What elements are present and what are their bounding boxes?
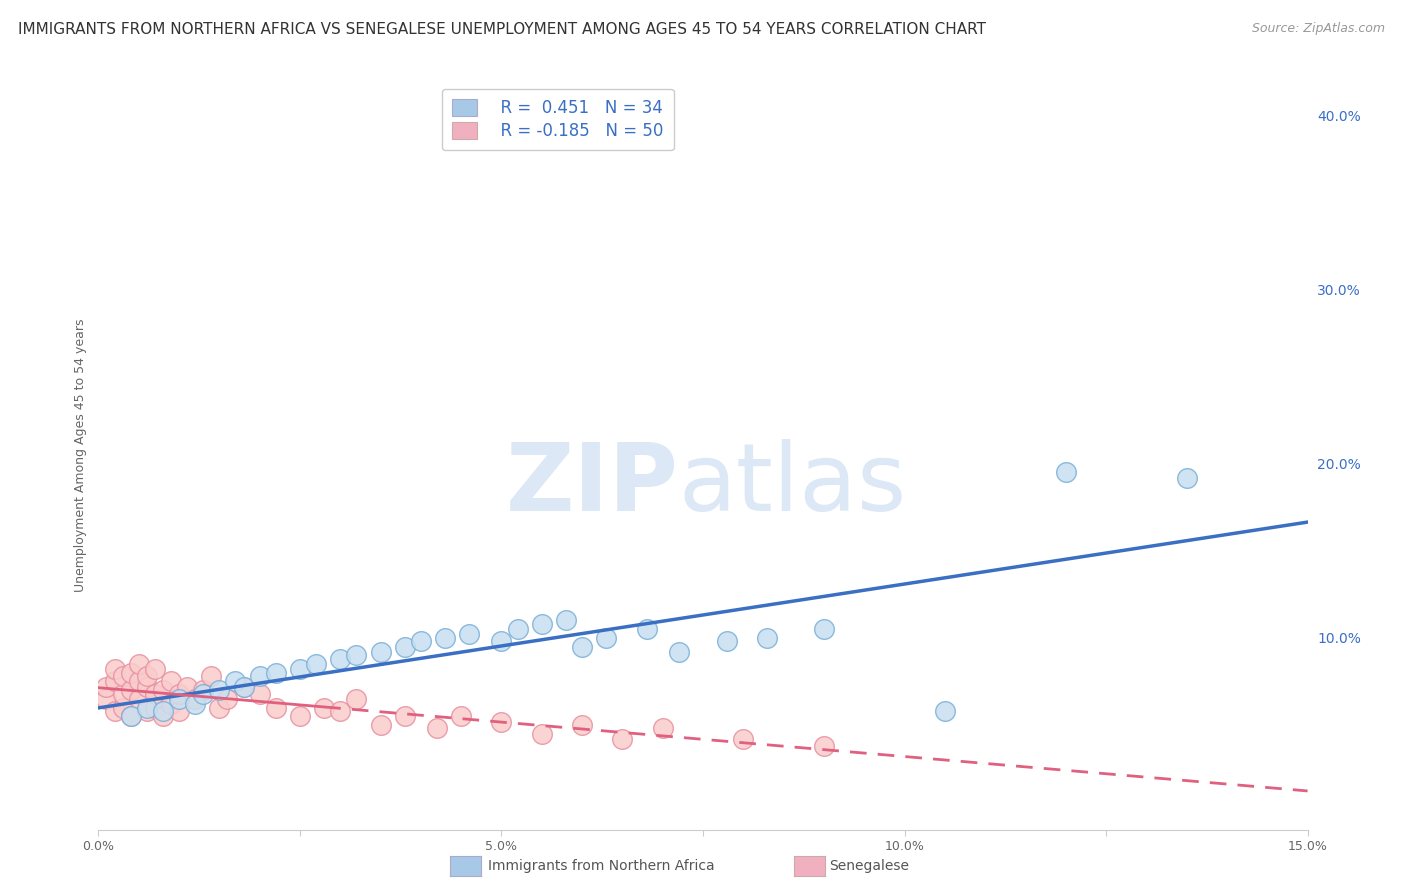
Point bbox=[103, 662, 125, 676]
Point bbox=[426, 722, 449, 736]
Point bbox=[329, 704, 352, 718]
Point bbox=[128, 674, 150, 689]
Point bbox=[167, 704, 190, 718]
Point bbox=[111, 700, 134, 714]
Text: IMMIGRANTS FROM NORTHERN AFRICA VS SENEGALESE UNEMPLOYMENT AMONG AGES 45 TO 54 Y: IMMIGRANTS FROM NORTHERN AFRICA VS SENEG… bbox=[18, 22, 986, 37]
Point bbox=[167, 687, 190, 701]
Point bbox=[756, 631, 779, 645]
Point bbox=[716, 634, 738, 648]
Point bbox=[135, 700, 157, 714]
Point bbox=[232, 680, 254, 694]
Point bbox=[595, 631, 617, 645]
Point bbox=[135, 680, 157, 694]
Point bbox=[120, 665, 142, 680]
Point bbox=[193, 687, 215, 701]
Point bbox=[934, 704, 956, 718]
Text: ZIP: ZIP bbox=[506, 439, 679, 531]
Point bbox=[668, 645, 690, 659]
Text: Immigrants from Northern Africa: Immigrants from Northern Africa bbox=[488, 859, 714, 873]
Text: Senegalese: Senegalese bbox=[830, 859, 910, 873]
Point bbox=[612, 731, 634, 746]
Point bbox=[1054, 466, 1077, 480]
Point bbox=[152, 704, 174, 718]
Point bbox=[555, 614, 578, 628]
Point bbox=[530, 727, 553, 741]
Point bbox=[571, 718, 593, 732]
Point bbox=[249, 687, 271, 701]
Point bbox=[264, 700, 287, 714]
Point bbox=[370, 718, 392, 732]
Point bbox=[200, 669, 222, 683]
Point bbox=[314, 700, 336, 714]
Point bbox=[409, 634, 432, 648]
Point bbox=[344, 648, 367, 663]
Point bbox=[288, 662, 311, 676]
Point bbox=[143, 687, 166, 701]
Point bbox=[571, 640, 593, 654]
Point bbox=[733, 731, 755, 746]
Point bbox=[160, 674, 183, 689]
Point bbox=[135, 669, 157, 683]
Point bbox=[184, 691, 207, 706]
Point bbox=[208, 683, 231, 698]
Point bbox=[143, 662, 166, 676]
Point bbox=[249, 669, 271, 683]
Point bbox=[434, 631, 457, 645]
Point bbox=[120, 709, 142, 723]
Legend:   R =  0.451   N = 34,   R = -0.185   N = 50: R = 0.451 N = 34, R = -0.185 N = 50 bbox=[441, 88, 673, 150]
Point bbox=[120, 683, 142, 698]
Point bbox=[193, 683, 215, 698]
Point bbox=[143, 700, 166, 714]
Point bbox=[96, 680, 118, 694]
Point bbox=[344, 691, 367, 706]
Y-axis label: Unemployment Among Ages 45 to 54 years: Unemployment Among Ages 45 to 54 years bbox=[75, 318, 87, 591]
Point bbox=[217, 691, 239, 706]
Point bbox=[103, 704, 125, 718]
Point bbox=[1175, 470, 1198, 484]
Point bbox=[813, 739, 835, 753]
Point bbox=[167, 691, 190, 706]
Point bbox=[128, 657, 150, 671]
Point bbox=[152, 709, 174, 723]
Text: atlas: atlas bbox=[679, 439, 907, 531]
Point bbox=[152, 683, 174, 698]
Point bbox=[111, 669, 134, 683]
Point bbox=[530, 616, 553, 631]
Point bbox=[394, 640, 416, 654]
Point bbox=[120, 709, 142, 723]
Point bbox=[370, 645, 392, 659]
Point bbox=[135, 704, 157, 718]
Point bbox=[96, 691, 118, 706]
Point bbox=[160, 697, 183, 711]
Point bbox=[450, 709, 472, 723]
Text: Source: ZipAtlas.com: Source: ZipAtlas.com bbox=[1251, 22, 1385, 36]
Point bbox=[224, 674, 246, 689]
Point bbox=[491, 714, 513, 729]
Point bbox=[491, 634, 513, 648]
Point bbox=[184, 697, 207, 711]
Point bbox=[394, 709, 416, 723]
Point bbox=[111, 687, 134, 701]
Point bbox=[103, 674, 125, 689]
Point bbox=[813, 622, 835, 636]
Point bbox=[288, 709, 311, 723]
Point bbox=[651, 722, 673, 736]
Point bbox=[329, 652, 352, 666]
Point bbox=[232, 680, 254, 694]
Point bbox=[636, 622, 658, 636]
Point bbox=[506, 622, 529, 636]
Point bbox=[128, 691, 150, 706]
Point bbox=[305, 657, 328, 671]
Point bbox=[208, 700, 231, 714]
Point bbox=[176, 680, 198, 694]
Point bbox=[458, 627, 481, 641]
Point bbox=[264, 665, 287, 680]
